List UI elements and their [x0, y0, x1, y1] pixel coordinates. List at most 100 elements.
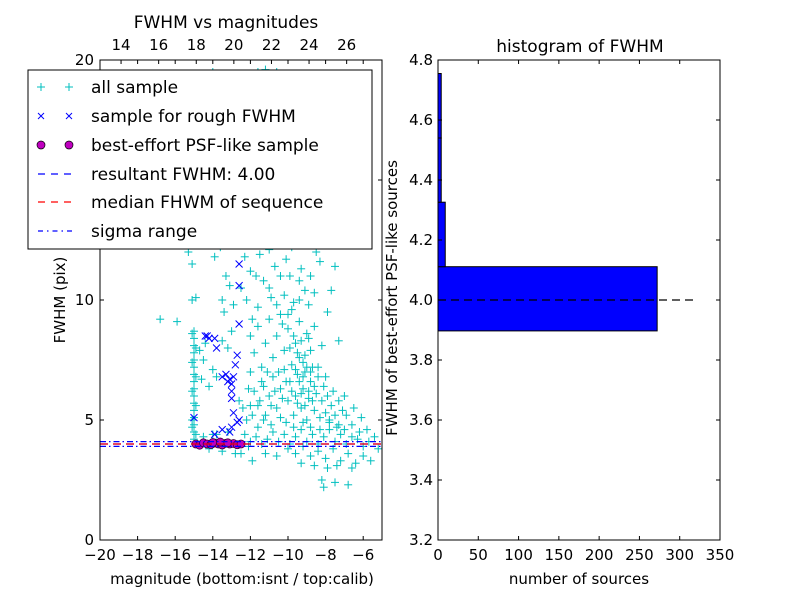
plus-point: [280, 291, 289, 300]
plus-point: [191, 401, 200, 410]
histogram-y-label: FWHM of best-effort PSF-like sources: [383, 160, 401, 436]
plus-point: [370, 432, 379, 441]
plus-point: [238, 404, 247, 412]
x-tick-label: 50: [469, 546, 488, 564]
plus-point: [235, 396, 244, 405]
plus-point: [259, 416, 268, 424]
plus-point: [253, 401, 262, 410]
plus-point: [282, 255, 291, 264]
plus-point: [285, 272, 294, 280]
plus-point: [287, 305, 296, 314]
plus-point: [190, 392, 198, 400]
plus-point: [331, 411, 339, 420]
plus-point: [246, 332, 255, 340]
top-tick-label: 14: [112, 36, 131, 54]
x-point: [210, 334, 219, 343]
x-tick-label: −6: [352, 546, 374, 564]
plus-point: [191, 372, 200, 381]
legend-label: best-effort PSF-like sample: [91, 136, 319, 156]
plus-point: [308, 430, 317, 439]
plus-point: [304, 387, 313, 396]
plus-point: [327, 401, 336, 410]
plus-point: [253, 423, 262, 432]
series-sample-for-rough-fwhm: [190, 260, 243, 439]
plus-point: [268, 353, 277, 362]
plus-point: [289, 411, 298, 420]
x-tick-label: 150: [545, 546, 574, 564]
plus-point: [323, 464, 332, 472]
x-point: [227, 380, 236, 388]
x-axis-bottom: −20 −18 −16 −14 −12 −10 −8 −6: [84, 60, 374, 564]
top-tick-label: 22: [262, 36, 281, 54]
plus-point: [190, 363, 198, 372]
plus-point: [295, 377, 304, 386]
plus-point: [191, 293, 200, 302]
plus-point: [347, 464, 356, 472]
plus-point: [289, 332, 298, 340]
plus-point: [357, 413, 366, 422]
scatter-x-label: magnitude (bottom:isnt / top:calib): [110, 570, 374, 588]
y-tick-label: 20: [75, 51, 94, 69]
plus-point: [208, 430, 217, 439]
x-point: [229, 372, 238, 381]
x-tick-label: 350: [706, 546, 735, 564]
plus-point: [244, 384, 253, 393]
x-tick-label: −14: [197, 546, 229, 564]
plus-point: [272, 332, 281, 340]
plus-point: [355, 428, 364, 436]
plus-point: [317, 476, 326, 484]
plus-point: [336, 456, 345, 465]
plus-point: [336, 430, 345, 439]
plus-point: [257, 363, 266, 372]
histogram-title: histogram of FWHM: [496, 37, 663, 57]
plus-point: [280, 430, 289, 439]
plus-point: [340, 425, 349, 434]
histogram-bar: [438, 73, 442, 139]
plus-point: [300, 401, 309, 410]
top-tick-label: 24: [300, 36, 319, 54]
histogram-bar: [438, 201, 446, 268]
plus-point: [261, 411, 270, 420]
y-axis: 0 5 10 20: [75, 51, 382, 549]
plus-point: [284, 396, 292, 405]
plus-point: [293, 370, 302, 379]
plus-point: [291, 339, 300, 348]
plus-point: [199, 356, 208, 364]
plus-point: [188, 358, 197, 367]
plus-point: [270, 387, 279, 396]
plus-point: [334, 396, 343, 405]
plus-point: [304, 300, 313, 309]
x-tick-label: 250: [625, 546, 654, 564]
plus-point: [332, 461, 341, 470]
histogram-x-axis: 0 50 100 150 200 250 300 350: [433, 60, 734, 564]
plus-point: [252, 432, 261, 441]
y-tick-label: 3.6: [409, 411, 433, 429]
plus-point: [227, 327, 236, 336]
plus-point: [306, 377, 315, 386]
x-point: [205, 334, 213, 343]
x-tick-label: −12: [235, 546, 267, 564]
plus-point: [218, 296, 227, 304]
plus-point: [285, 344, 294, 352]
x-point: [222, 370, 230, 379]
plus-point: [347, 420, 356, 429]
plus-point: [212, 372, 221, 381]
plus-point: [297, 425, 306, 434]
plus-point: [310, 288, 319, 297]
x-point: [235, 260, 243, 268]
x-point: [235, 416, 243, 424]
legend-item-psf-sample: best-effort PSF-like sample: [36, 136, 319, 156]
top-tick-label: 20: [224, 36, 243, 54]
plus-point: [306, 423, 315, 432]
plus-point: [284, 324, 292, 333]
plus-point: [208, 365, 217, 374]
plus-point: [295, 317, 304, 326]
plus-point: [263, 368, 272, 376]
plus-point: [229, 300, 238, 309]
plus-point: [287, 387, 296, 396]
plus-point: [242, 416, 251, 424]
plus-point: [306, 368, 315, 376]
plus-point: [272, 300, 281, 309]
x-tick-label: 100: [504, 546, 533, 564]
legend-item-resultant-fwhm: resultant FWHM: 4.00: [38, 165, 275, 185]
